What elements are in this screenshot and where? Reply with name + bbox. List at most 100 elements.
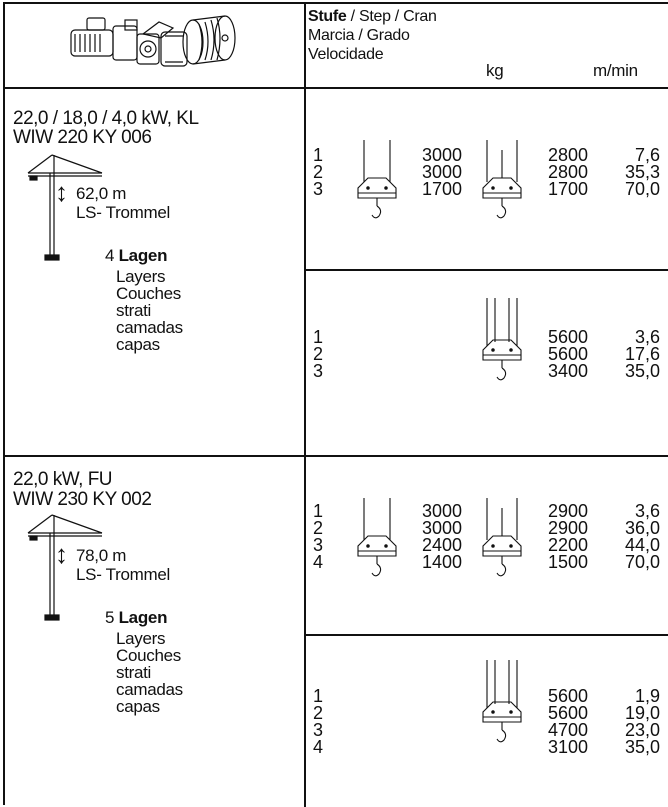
load-kg: 3000 — [421, 145, 462, 165]
load-kg: 3000 — [421, 162, 462, 182]
layer-translation: Layers — [116, 629, 166, 648]
speed-value: 35,3 — [624, 162, 660, 182]
layer-translation: capas — [116, 335, 160, 354]
layer-translation: strati — [116, 663, 152, 682]
section1-layers: 4 Lagen — [105, 246, 168, 265]
section2-layers: 5 Lagen — [105, 608, 168, 627]
hook-block-4-falls-icon — [482, 298, 522, 381]
load-kg: 4700 — [547, 720, 588, 740]
load-kg: 2900 — [547, 518, 588, 538]
header-title: Stufe / Step / Cran — [308, 8, 437, 25]
s2l-steps: 1 2 3 4 — [313, 686, 324, 757]
load-kg: 2400 — [421, 535, 462, 555]
step-number: 2 — [313, 162, 324, 182]
load-kg: 1700 — [421, 179, 462, 199]
load-kg: 1700 — [547, 179, 588, 199]
layer-translation: camadas — [116, 318, 183, 337]
s1u-kg-b: 2800 2800 1700 — [534, 145, 588, 199]
speed-value: 3,6 — [634, 327, 660, 347]
column-divider — [304, 4, 306, 807]
s2u-kg-b: 2900 2900 2200 1500 — [534, 501, 588, 571]
s1u-kg-a: 3000 3000 1700 — [408, 145, 462, 199]
step-number: 3 — [313, 720, 324, 740]
load-kg: 5600 — [547, 344, 588, 364]
speed-value: 70,0 — [624, 552, 660, 572]
step-number: 3 — [313, 361, 324, 381]
s2l-speed: 1,9 19,0 23,0 35,0 — [608, 686, 660, 757]
step-number: 1 — [313, 145, 324, 165]
load-kg: 1400 — [421, 552, 462, 572]
speed-value: 7,6 — [634, 145, 660, 165]
row-divider-1 — [306, 269, 668, 271]
section-divider — [5, 455, 668, 457]
s1u-speed: 7,6 35,3 70,0 — [608, 145, 660, 198]
up-down-arrow-icon: ↕ — [55, 177, 68, 207]
step-number: 4 — [313, 552, 324, 572]
speed-value: 35,0 — [624, 737, 660, 757]
unit-kg: kg — [486, 61, 504, 80]
speed-value: 36,0 — [624, 518, 660, 538]
layer-translation: strati — [116, 301, 152, 320]
step-number: 1 — [313, 501, 324, 521]
load-kg: 2800 — [547, 162, 588, 182]
speed-value: 3,6 — [634, 501, 660, 521]
layer-translation: Couches — [116, 646, 181, 665]
unit-speed: m/min — [593, 61, 638, 80]
s2u-steps: 1 2 3 4 — [313, 501, 324, 572]
speed-value: 19,0 — [624, 703, 660, 723]
winch-illustration — [70, 15, 236, 67]
load-kg: 5600 — [547, 686, 588, 706]
load-kg: 3100 — [547, 737, 588, 757]
section2-power: 22,0 kW, FU — [13, 469, 113, 490]
s1u-steps: 1 2 3 — [313, 145, 324, 199]
step-number: 1 — [313, 686, 324, 706]
step-number: 4 — [313, 737, 324, 757]
section1-layer-translations: Layers Couches strati camadas capas — [116, 268, 183, 353]
load-kg: 3000 — [421, 518, 462, 538]
load-kg: 5600 — [547, 327, 588, 347]
section2-model: WIW 230 KY 002 — [13, 489, 152, 510]
section2-rope-length: 78,0 m — [76, 546, 127, 565]
s2l-kg: 5600 5600 4700 3100 — [534, 686, 588, 757]
speed-value: 35,0 — [624, 361, 660, 381]
step-number: 3 — [313, 535, 324, 555]
section1-model: WIW 220 KY 006 — [13, 127, 152, 148]
speed-value: 44,0 — [624, 535, 660, 555]
speed-value: 1,9 — [634, 686, 660, 706]
speed-value: 17,6 — [624, 344, 660, 364]
header-line2: Marcia / Grado — [308, 27, 410, 44]
layer-translation: camadas — [116, 680, 183, 699]
row-divider-2 — [306, 634, 668, 636]
step-number: 2 — [313, 518, 324, 538]
section1-drum: LS- Trommel — [76, 203, 170, 222]
section1-power: 22,0 / 18,0 / 4,0 kW, KL — [13, 108, 199, 129]
step-number: 3 — [313, 179, 324, 199]
header-divider — [5, 87, 668, 89]
load-kg: 2900 — [547, 501, 588, 521]
s1l-steps: 1 2 3 — [313, 327, 324, 381]
step-number: 1 — [313, 327, 324, 347]
s2u-speed: 3,6 36,0 44,0 70,0 — [608, 501, 660, 572]
tower-crane-icon — [27, 514, 103, 621]
hook-block-1-fall-icon — [482, 498, 522, 577]
load-kg: 3400 — [547, 361, 588, 381]
hook-block-1-fall-icon — [482, 140, 522, 219]
step-number: 2 — [313, 703, 324, 723]
section2-drum: LS- Trommel — [76, 565, 170, 584]
section1-rope-length: 62,0 m — [76, 184, 127, 203]
layer-translation: Couches — [116, 284, 181, 303]
header-line3: Velocidade — [308, 46, 384, 63]
up-down-arrow-icon: ↕ — [55, 539, 68, 569]
hook-block-2-falls-icon — [357, 140, 397, 219]
load-kg: 2800 — [547, 145, 588, 165]
hook-block-2-falls-icon — [357, 498, 397, 577]
load-kg: 3000 — [421, 501, 462, 521]
s1l-speed: 3,6 17,6 35,0 — [608, 327, 660, 381]
s1l-kg: 5600 5600 3400 — [534, 327, 588, 381]
step-number: 2 — [313, 344, 324, 364]
section2-layer-translations: Layers Couches strati camadas capas — [116, 630, 183, 715]
s2u-kg-a: 3000 3000 2400 1400 — [408, 501, 462, 572]
layer-translation: capas — [116, 697, 160, 716]
layer-translation: Layers — [116, 267, 166, 286]
load-kg: 5600 — [547, 703, 588, 723]
